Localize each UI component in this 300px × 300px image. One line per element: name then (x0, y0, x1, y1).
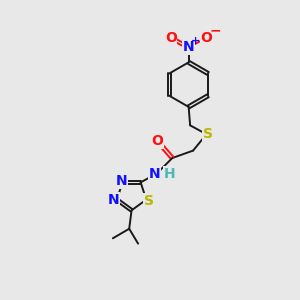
Text: N: N (107, 193, 119, 207)
Text: N: N (116, 174, 128, 188)
Text: O: O (165, 31, 177, 45)
Text: +: + (190, 36, 200, 46)
Text: O: O (200, 31, 212, 45)
Text: −: − (210, 23, 221, 37)
Text: O: O (152, 134, 164, 148)
Text: S: S (144, 194, 154, 208)
Text: N: N (183, 40, 194, 55)
Text: H: H (164, 167, 175, 181)
Text: N: N (148, 167, 160, 181)
Text: S: S (203, 127, 213, 141)
